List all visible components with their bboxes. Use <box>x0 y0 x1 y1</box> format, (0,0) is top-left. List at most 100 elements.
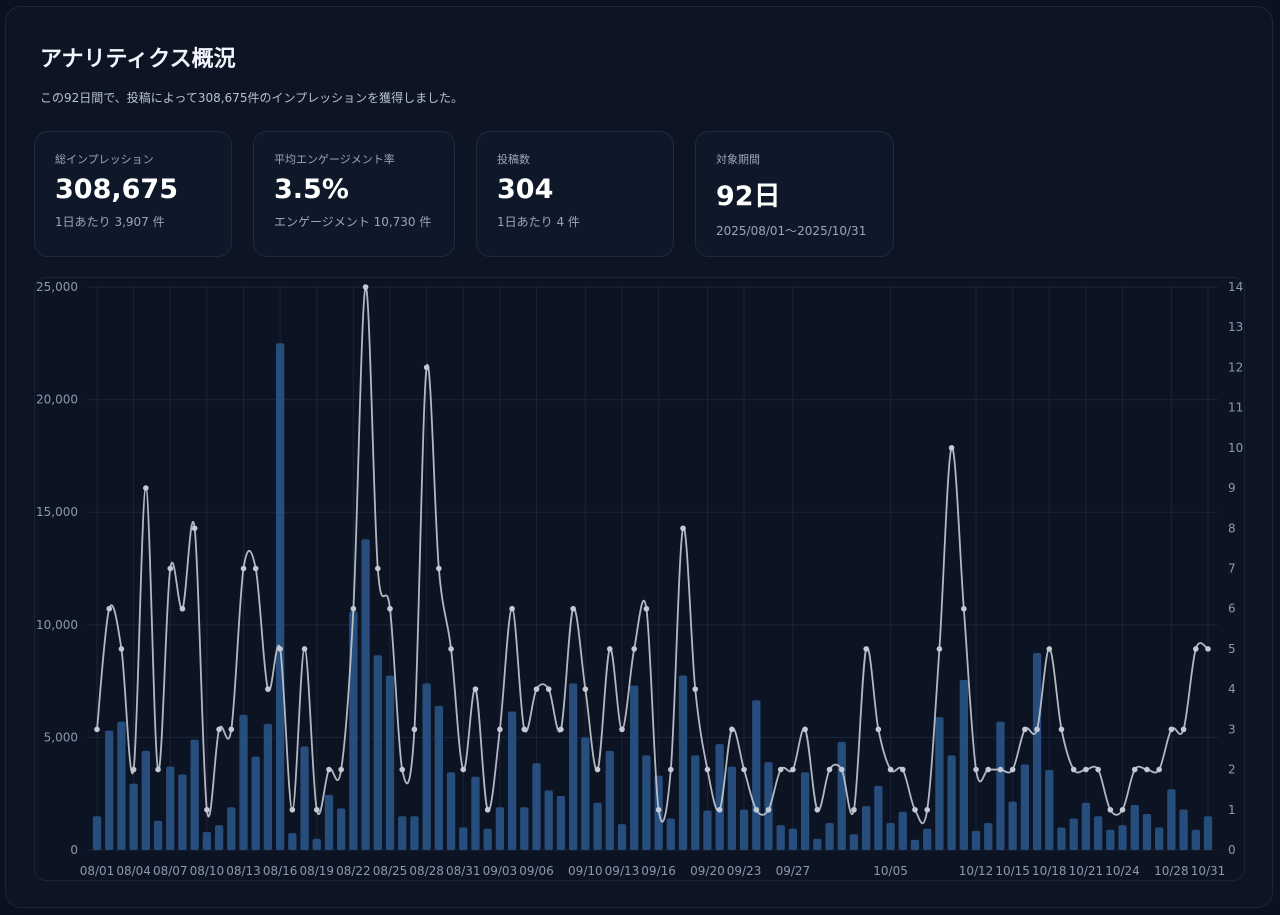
engagement-point <box>729 726 735 733</box>
impression-bar <box>1020 764 1030 850</box>
impression-bar <box>617 824 627 850</box>
engagement-point <box>594 766 601 773</box>
y-left-tick: 20,000 <box>36 393 78 407</box>
impression-bar <box>752 700 761 850</box>
y-right-tick: 8 <box>1228 521 1236 535</box>
impression-bar <box>581 737 590 850</box>
stat-card-posts: 投稿数 304 1日あたり 4 件 <box>476 131 674 257</box>
engagement-point <box>838 766 845 773</box>
y-right-tick: 0 <box>1228 843 1236 857</box>
engagement-point <box>521 726 528 733</box>
impression-bar <box>239 714 248 850</box>
impression-bar <box>605 750 614 850</box>
impression-bar <box>532 763 541 850</box>
impression-bar <box>105 730 114 850</box>
impression-bar <box>910 839 920 850</box>
impression-bar <box>1032 652 1042 850</box>
engagement-point <box>802 726 808 733</box>
engagement-point <box>436 565 442 572</box>
impression-bar <box>776 825 785 850</box>
y-right-tick: 5 <box>1228 642 1236 656</box>
impression-bar <box>666 818 675 850</box>
page-title: アナリティクス概況 <box>40 47 236 72</box>
engagement-point <box>1131 766 1138 773</box>
engagement-point <box>1168 726 1175 733</box>
impression-bar <box>312 838 321 850</box>
impression-bar <box>630 685 639 850</box>
impression-bar <box>263 723 273 850</box>
engagement-point <box>423 364 430 371</box>
engagement-point <box>289 806 296 813</box>
impression-bar <box>642 755 651 850</box>
x-tick-label: 09/06 <box>519 864 554 878</box>
impression-bar <box>1179 809 1188 850</box>
x-tick-label: 10/15 <box>995 864 1030 878</box>
impression-bar <box>825 822 834 850</box>
engagement-point <box>1095 766 1101 773</box>
y-right-tick: 11 <box>1228 401 1243 415</box>
engagement-point <box>252 565 259 572</box>
y-left-tick: 5,000 <box>44 730 78 744</box>
engagement-point <box>1034 726 1040 733</box>
stat-sub: 1日あたり 3,907 件 <box>55 215 165 229</box>
impression-bar <box>849 834 859 850</box>
impression-bar <box>1191 829 1200 850</box>
impression-bar <box>141 750 150 850</box>
engagement-point <box>777 766 784 773</box>
engagement-point <box>680 525 686 532</box>
impression-bar <box>1069 818 1078 850</box>
impression-bar <box>153 820 163 850</box>
impression-bar <box>1008 801 1017 850</box>
engagement-point <box>826 766 833 773</box>
x-tick-label: 09/27 <box>776 864 811 878</box>
y-left-tick: 25,000 <box>36 280 78 294</box>
impression-bar <box>898 811 907 850</box>
x-tick-label: 09/23 <box>727 864 762 878</box>
impression-bar <box>703 810 712 850</box>
impression-bar <box>678 675 688 850</box>
impression-bar <box>886 822 895 850</box>
impression-bar <box>337 808 346 850</box>
impression-bar <box>1081 802 1091 850</box>
x-tick-label: 08/13 <box>226 864 261 878</box>
impression-bar <box>129 783 138 850</box>
impression-bar <box>459 827 468 850</box>
engagement-point <box>179 605 186 612</box>
impression-bar <box>1203 816 1213 850</box>
engagement-point <box>948 445 955 451</box>
engagement-point <box>716 806 723 813</box>
impression-bar <box>361 539 370 850</box>
engagement-point <box>375 565 381 572</box>
impression-bar <box>715 744 724 850</box>
engagement-point <box>936 646 943 652</box>
engagement-point <box>265 686 271 692</box>
impression-bar <box>398 816 407 850</box>
impression-bar <box>166 766 175 850</box>
stat-label: 投稿数 <box>497 153 530 166</box>
impression-bar <box>593 802 602 850</box>
engagement-point <box>228 726 235 733</box>
stat-value: 304 <box>497 174 554 205</box>
engagement-point <box>899 766 906 773</box>
engagement-point <box>692 686 699 692</box>
engagement-point <box>301 646 308 652</box>
impression-bar <box>837 741 846 850</box>
x-tick-label: 10/18 <box>1032 864 1067 878</box>
x-tick-label: 10/12 <box>959 864 994 878</box>
engagement-point <box>472 686 479 692</box>
engagement-point <box>668 766 674 773</box>
x-tick-label: 08/22 <box>336 864 371 878</box>
engagement-point <box>191 525 198 532</box>
impression-bar <box>349 611 358 850</box>
engagement-point <box>631 646 637 652</box>
engagement-point <box>350 605 357 612</box>
impression-bar <box>935 717 944 850</box>
engagement-point <box>619 726 625 733</box>
engagement-point <box>167 565 174 572</box>
x-tick-label: 09/16 <box>641 864 676 878</box>
x-tick-label: 09/03 <box>483 864 518 878</box>
engagement-point <box>655 806 662 813</box>
impression-bar <box>483 828 492 850</box>
y-right-tick: 14 <box>1228 280 1243 294</box>
impression-bar <box>764 762 773 850</box>
